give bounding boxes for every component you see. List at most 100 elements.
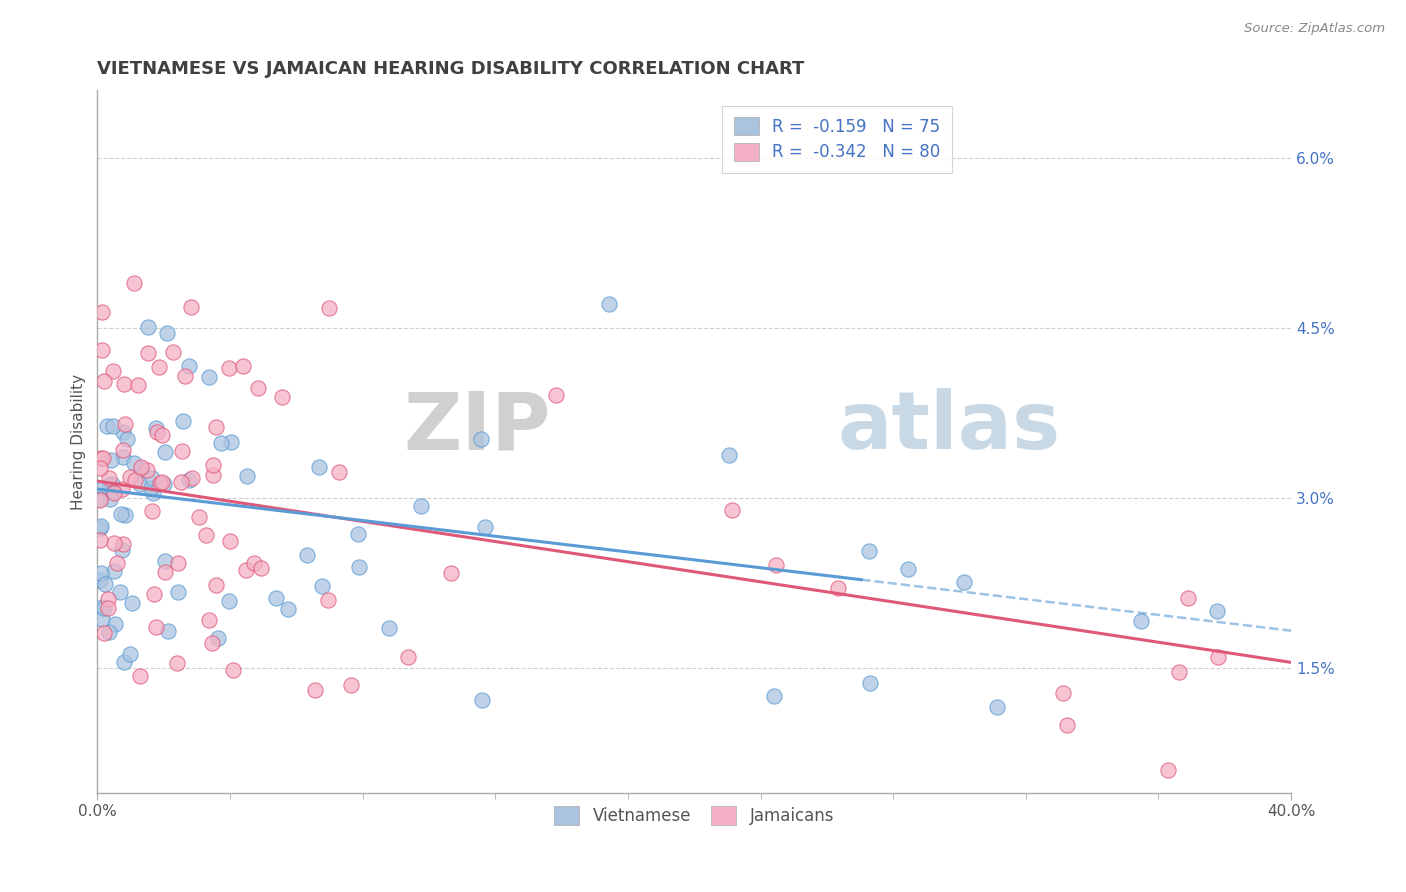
Point [145, 421, 167, 435]
Point [180, 300, 202, 314]
Point [111, 482, 134, 496]
Point [155, 553, 177, 567]
Point [243, 556, 266, 570]
Point [100, 453, 122, 467]
Point [986, 699, 1008, 714]
Point [91, 481, 114, 495]
Point [97, 477, 120, 491]
Point [318, 301, 340, 316]
Point [347, 527, 370, 541]
Point [1130, 614, 1153, 628]
Point [174, 369, 197, 384]
Point [114, 417, 136, 431]
Point [108, 585, 131, 599]
Point [308, 460, 330, 475]
Point [316, 593, 339, 607]
Point [114, 508, 136, 522]
Text: atlas: atlas [838, 388, 1060, 467]
Point [90, 599, 112, 614]
Point [246, 381, 269, 395]
Point [177, 474, 200, 488]
Point [141, 470, 163, 484]
Point [98, 491, 121, 506]
Point [150, 428, 173, 442]
Point [396, 650, 419, 665]
Point [110, 507, 132, 521]
Point [103, 486, 125, 500]
Point [271, 390, 294, 404]
Point [156, 624, 179, 639]
Point [101, 476, 124, 491]
Text: VIETNAMESE VS JAMAICAN HEARING DISABILITY CORRELATION CHART: VIETNAMESE VS JAMAICAN HEARING DISABILIT… [97, 60, 804, 78]
Point [340, 678, 363, 692]
Point [721, 502, 744, 516]
Point [311, 578, 333, 592]
Point [148, 359, 170, 374]
Point [142, 485, 165, 500]
Point [112, 377, 135, 392]
Point [204, 578, 226, 592]
Point [89, 491, 111, 506]
Point [201, 467, 224, 482]
Point [120, 647, 142, 661]
Point [129, 669, 152, 683]
Point [156, 326, 179, 340]
Point [90, 518, 112, 533]
Point [129, 462, 152, 476]
Point [209, 436, 232, 450]
Point [409, 499, 432, 513]
Point [202, 458, 225, 473]
Point [328, 465, 350, 479]
Point [167, 585, 190, 599]
Point [166, 656, 188, 670]
Point [97, 471, 120, 485]
Point [112, 443, 135, 458]
Point [112, 655, 135, 669]
Point [103, 483, 125, 498]
Point [97, 625, 120, 640]
Point [127, 378, 149, 392]
Point [179, 359, 201, 373]
Point [135, 462, 157, 476]
Point [93, 625, 115, 640]
Point [544, 388, 567, 402]
Point [858, 544, 880, 558]
Point [138, 320, 160, 334]
Point [470, 432, 492, 446]
Point [219, 534, 242, 549]
Point [197, 370, 219, 384]
Point [89, 492, 111, 507]
Point [232, 359, 254, 373]
Point [162, 344, 184, 359]
Point [121, 596, 143, 610]
Point [1157, 763, 1180, 777]
Point [141, 481, 163, 495]
Point [97, 592, 120, 607]
Point [103, 564, 125, 578]
Point [142, 586, 165, 600]
Point [166, 556, 188, 570]
Point [266, 591, 288, 606]
Point [859, 675, 882, 690]
Point [277, 602, 299, 616]
Point [112, 425, 135, 439]
Text: ZIP: ZIP [404, 388, 551, 467]
Point [471, 693, 494, 707]
Point [222, 663, 245, 677]
Point [897, 562, 920, 576]
Point [952, 575, 974, 590]
Point [378, 621, 401, 635]
Point [180, 471, 202, 485]
Text: Source: ZipAtlas.com: Source: ZipAtlas.com [1244, 22, 1385, 36]
Point [90, 343, 112, 357]
Point [89, 533, 111, 547]
Point [136, 345, 159, 359]
Point [149, 476, 172, 491]
Point [235, 563, 257, 577]
Point [115, 432, 138, 446]
Point [124, 473, 146, 487]
Point [347, 559, 370, 574]
Point [91, 305, 114, 319]
Point [474, 520, 496, 534]
Point [91, 612, 114, 626]
